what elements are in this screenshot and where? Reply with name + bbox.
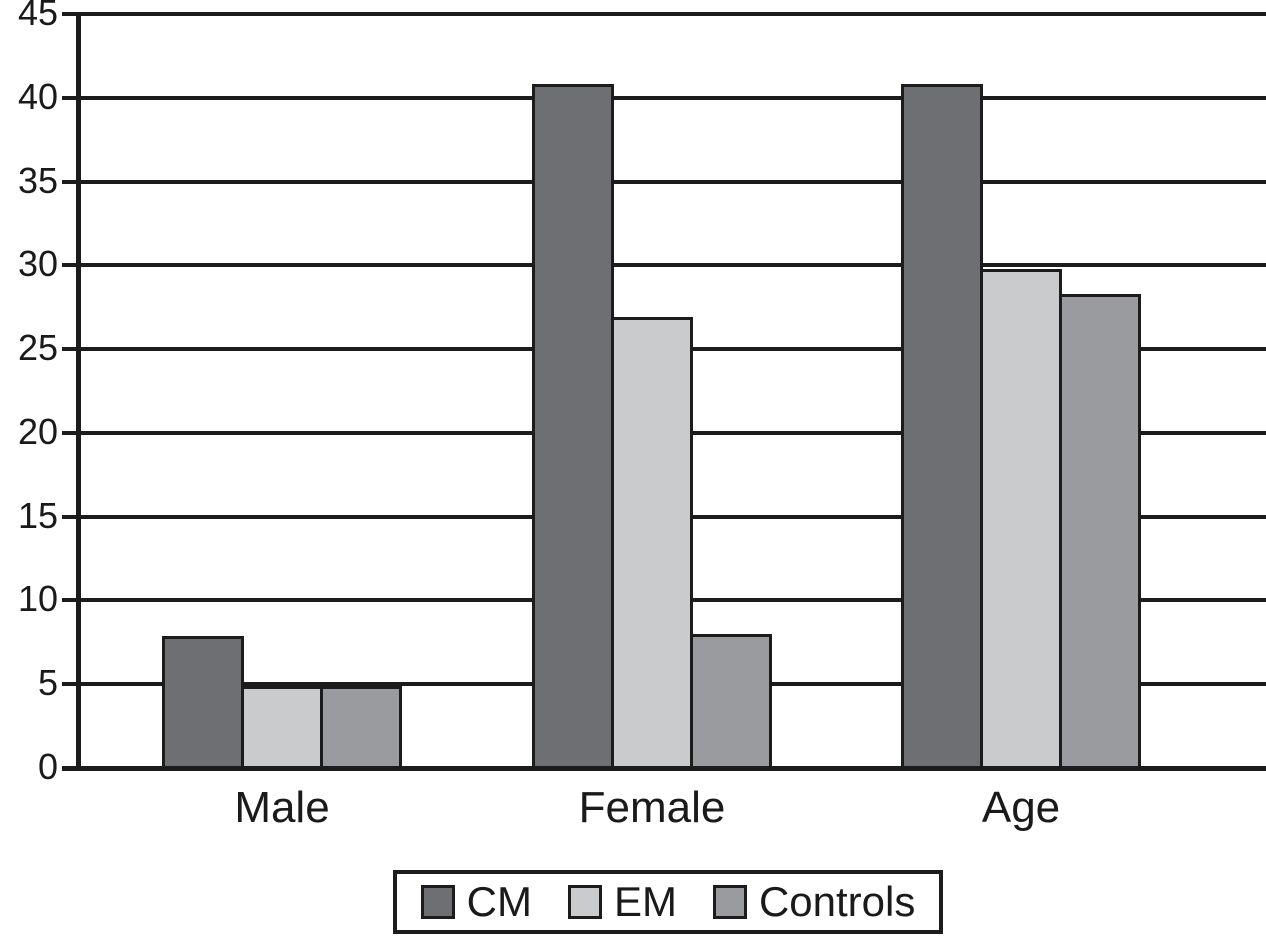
- x-category-label-female: Female: [578, 783, 726, 832]
- legend: CM EM Controls: [393, 870, 943, 934]
- legend-label-em: EM: [613, 878, 677, 925]
- y-axis-tick: [62, 95, 78, 100]
- x-category-label-male: Male: [234, 783, 330, 832]
- bar-em-female: [611, 317, 693, 771]
- bar-controls-age: [1059, 294, 1141, 771]
- y-tick-label: 35: [17, 159, 58, 201]
- y-axis-tick: [62, 179, 78, 184]
- gridline: [78, 179, 1266, 184]
- y-tick-label: 40: [17, 75, 58, 117]
- legend-swatch-em: [567, 885, 602, 919]
- legend-item-cm: CM: [420, 878, 532, 925]
- bar-cm-male: [162, 636, 244, 771]
- y-tick-label: 0: [37, 746, 58, 787]
- legend-swatch-controls: [712, 885, 747, 919]
- legend-swatch-cm: [420, 885, 455, 919]
- legend-label-controls: Controls: [758, 878, 916, 925]
- bar-controls-female: [690, 634, 772, 771]
- y-axis-tick: [62, 514, 78, 519]
- gridline: [78, 263, 1266, 268]
- legend-item-em: EM: [567, 878, 677, 925]
- bar-cm-female: [532, 84, 614, 771]
- x-category-label-age: Age: [981, 783, 1061, 832]
- y-axis-line: [76, 14, 81, 771]
- legend-item-controls: Controls: [712, 878, 916, 925]
- y-axis-tick: [62, 347, 78, 352]
- y-axis-tick: [62, 430, 78, 435]
- y-tick-label: 30: [17, 243, 58, 285]
- y-tick-label: 45: [17, 0, 58, 33]
- bar-em-male: [241, 686, 323, 771]
- y-tick-label: 25: [17, 327, 58, 369]
- y-tick-label: 20: [17, 410, 58, 452]
- x-axis-line: [62, 766, 1266, 771]
- y-axis-tick: [62, 12, 78, 16]
- y-tick-label: 5: [37, 662, 58, 704]
- bar-cm-age: [901, 84, 983, 771]
- y-tick-label: 10: [17, 578, 58, 620]
- y-axis-tick: [62, 598, 78, 603]
- gridline: [78, 12, 1266, 16]
- y-axis-tick: [62, 682, 78, 687]
- legend-label-cm: CM: [466, 878, 532, 925]
- y-tick-label: 15: [17, 494, 58, 536]
- y-axis-tick: [62, 263, 78, 268]
- bar-em-age: [980, 269, 1062, 771]
- bar-controls-male: [320, 686, 402, 771]
- gridline: [78, 95, 1266, 100]
